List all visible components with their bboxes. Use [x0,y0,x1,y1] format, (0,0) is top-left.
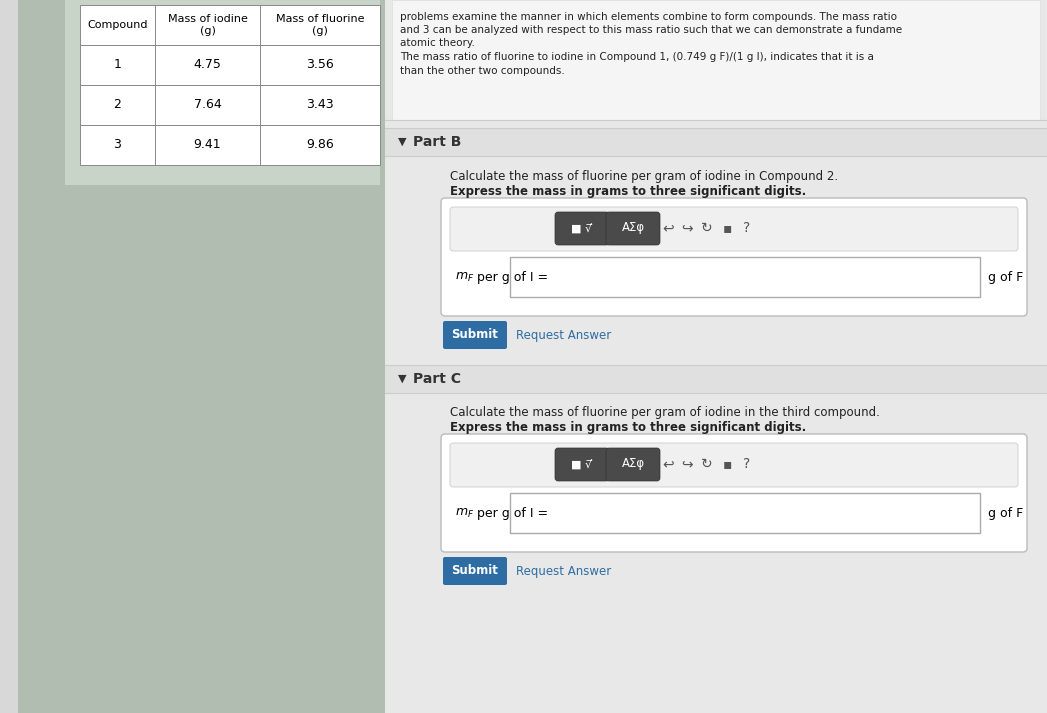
Bar [80,45,380,85]
Text: Part C: Part C [413,372,461,386]
Text: ΑΣφ: ΑΣφ [622,222,645,235]
Text: ↪: ↪ [682,457,693,471]
FancyBboxPatch shape [450,207,1018,251]
FancyBboxPatch shape [555,212,609,245]
Text: ↻: ↻ [701,221,713,235]
Text: Compound: Compound [87,20,148,30]
Text: Request Answer: Request Answer [516,329,611,342]
Text: per g of I =: per g of I = [473,506,549,520]
Text: ↻: ↻ [701,457,713,471]
Text: ▪: ▪ [722,221,732,235]
Bar [80,85,380,125]
Text: g of F: g of F [988,506,1023,520]
Text: 3: 3 [113,138,121,151]
Text: $m_F$: $m_F$ [455,506,474,520]
Bar [80,5,380,45]
Text: Submit: Submit [451,329,498,342]
Text: 7.64: 7.64 [194,98,221,111]
Text: Mass of iodine
(g): Mass of iodine (g) [168,14,247,36]
FancyBboxPatch shape [443,321,507,349]
Text: ΑΣφ: ΑΣφ [622,458,645,471]
FancyBboxPatch shape [441,434,1027,552]
Bar [0,0,385,713]
Bar [385,128,1047,156]
Text: $m_F$: $m_F$ [455,270,474,284]
Text: 2: 2 [113,98,121,111]
FancyBboxPatch shape [443,557,507,585]
Text: per g of I =: per g of I = [473,270,549,284]
Bar [510,493,980,533]
Bar [510,257,980,297]
Text: than the other two compounds.: than the other two compounds. [400,66,564,76]
Text: ▼: ▼ [398,374,406,384]
Bar [385,365,1047,393]
Text: Express the mass in grams to three significant digits.: Express the mass in grams to three signi… [450,421,806,434]
Text: ■ √̅: ■ √̅ [572,459,593,469]
Text: ↪: ↪ [682,221,693,235]
Text: ■ √̅: ■ √̅ [572,223,593,233]
Text: ↩: ↩ [662,221,674,235]
Text: ↩: ↩ [662,457,674,471]
Text: Submit: Submit [451,565,498,578]
FancyBboxPatch shape [555,448,609,481]
FancyBboxPatch shape [441,198,1027,316]
Text: 3.56: 3.56 [306,58,334,71]
Bar [80,125,380,165]
Text: ▪: ▪ [722,457,732,471]
Text: Express the mass in grams to three significant digits.: Express the mass in grams to three signi… [450,185,806,198]
Text: 9.86: 9.86 [306,138,334,151]
Bar [392,0,1040,120]
Text: problems examine the manner in which elements combine to form compounds. The mas: problems examine the manner in which ele… [400,12,897,22]
Text: Mass of fluorine
(g): Mass of fluorine (g) [275,14,364,36]
Text: Part B: Part B [413,135,462,149]
Text: ?: ? [743,221,751,235]
Text: Calculate the mass of fluorine per gram of iodine in Compound 2.: Calculate the mass of fluorine per gram … [450,170,839,183]
FancyBboxPatch shape [606,212,660,245]
Text: ?: ? [743,457,751,471]
Text: Calculate the mass of fluorine per gram of iodine in the third compound.: Calculate the mass of fluorine per gram … [450,406,879,419]
Text: ▼: ▼ [398,137,406,147]
Text: 3.43: 3.43 [306,98,334,111]
Text: 4.75: 4.75 [194,58,221,71]
FancyBboxPatch shape [606,448,660,481]
FancyBboxPatch shape [450,443,1018,487]
Text: 9.41: 9.41 [194,138,221,151]
Text: The mass ratio of fluorine to iodine in Compound 1, (0.749 g F)/(1 g I), indicat: The mass ratio of fluorine to iodine in … [400,52,874,62]
Text: 1: 1 [113,58,121,71]
Text: and 3 can be analyzed with respect to this mass ratio such that we can demonstra: and 3 can be analyzed with respect to th… [400,25,903,35]
Text: g of F: g of F [988,270,1023,284]
Bar [385,0,1047,713]
Bar [0,0,18,713]
Text: atomic theory.: atomic theory. [400,38,475,48]
Bar [65,0,380,185]
Text: Request Answer: Request Answer [516,565,611,578]
